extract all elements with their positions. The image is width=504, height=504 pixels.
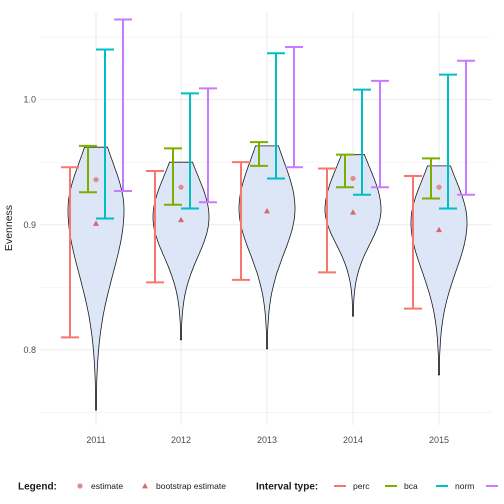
estimate-point: [93, 177, 99, 183]
legend-bootstrap-key: [142, 483, 148, 489]
axes: Evenness 0.8 0.9 1.0 2011 2012 2013 2014 2015: [3, 95, 449, 445]
errorbar-basic-2015: [457, 59, 475, 196]
legend-interval-label: bca: [404, 481, 418, 491]
errorbar-basic-2014: [371, 79, 389, 189]
legend-interval-label: perc: [353, 481, 370, 491]
bootstrap-estimate-point: [436, 226, 442, 233]
errorbar-perc-2013: [232, 161, 250, 281]
legend-title: Legend:: [18, 482, 57, 493]
x-tick-label: 2014: [343, 435, 363, 445]
legend-estimate-label: estimate: [91, 481, 123, 491]
x-tick-label: 2015: [429, 435, 449, 445]
estimate-point: [178, 184, 184, 190]
y-axis-title: Evenness: [3, 205, 15, 251]
violin-2011: [67, 146, 125, 411]
bootstrap-estimate-point: [93, 220, 99, 226]
y-tick-label: 0.9: [23, 220, 36, 230]
errorbar-perc-2014: [318, 167, 336, 274]
errorbar-norm-2013: [267, 52, 285, 180]
legend-interval-label: norm: [455, 481, 474, 491]
errorbar-bca-2011: [79, 144, 97, 194]
errorbar-perc-2012: [146, 169, 164, 284]
y-tick-label: 1.0: [23, 95, 36, 105]
errorbar-norm-2015: [439, 73, 457, 210]
errorbar-bca-2012: [164, 147, 182, 206]
errorbar-basic-2013: [285, 46, 303, 169]
chart-marks: [61, 18, 475, 411]
errorbar-perc-2011: [61, 166, 79, 339]
errorbar-norm-2012: [181, 92, 199, 210]
x-tick-label: 2013: [257, 435, 277, 445]
y-tick-label: 0.8: [23, 345, 36, 355]
errorbar-basic-2011: [114, 18, 132, 192]
legend-estimate-key: [77, 483, 83, 489]
bootstrap-estimate-point: [264, 207, 270, 214]
violin-2015: [410, 165, 468, 376]
violin-2012: [152, 161, 210, 341]
bootstrap-estimate-point: [350, 209, 356, 215]
x-tick-label: 2012: [171, 435, 191, 445]
estimate-point: [350, 175, 356, 182]
errorbar-norm-2014: [353, 88, 371, 196]
bootstrap-estimate-point: [178, 216, 184, 223]
legend-bootstrap-label: bootstrap estimate: [156, 481, 226, 491]
estimate-point: [436, 184, 442, 190]
legend-interval-title: Interval type:: [256, 482, 318, 493]
errorbar-bca-2014: [336, 153, 354, 189]
errorbar-bca-2013: [250, 141, 268, 167]
legend: Legend: estimate bootstrap estimate Interva…: [18, 481, 498, 493]
x-tick-label: 2011: [86, 435, 105, 445]
errorbar-bca-2015: [422, 157, 440, 200]
violin-2013: [238, 145, 296, 350]
errorbar-perc-2015: [404, 174, 422, 310]
errorbar-norm-2011: [96, 48, 114, 220]
errorbar-basic-2012: [199, 87, 217, 204]
